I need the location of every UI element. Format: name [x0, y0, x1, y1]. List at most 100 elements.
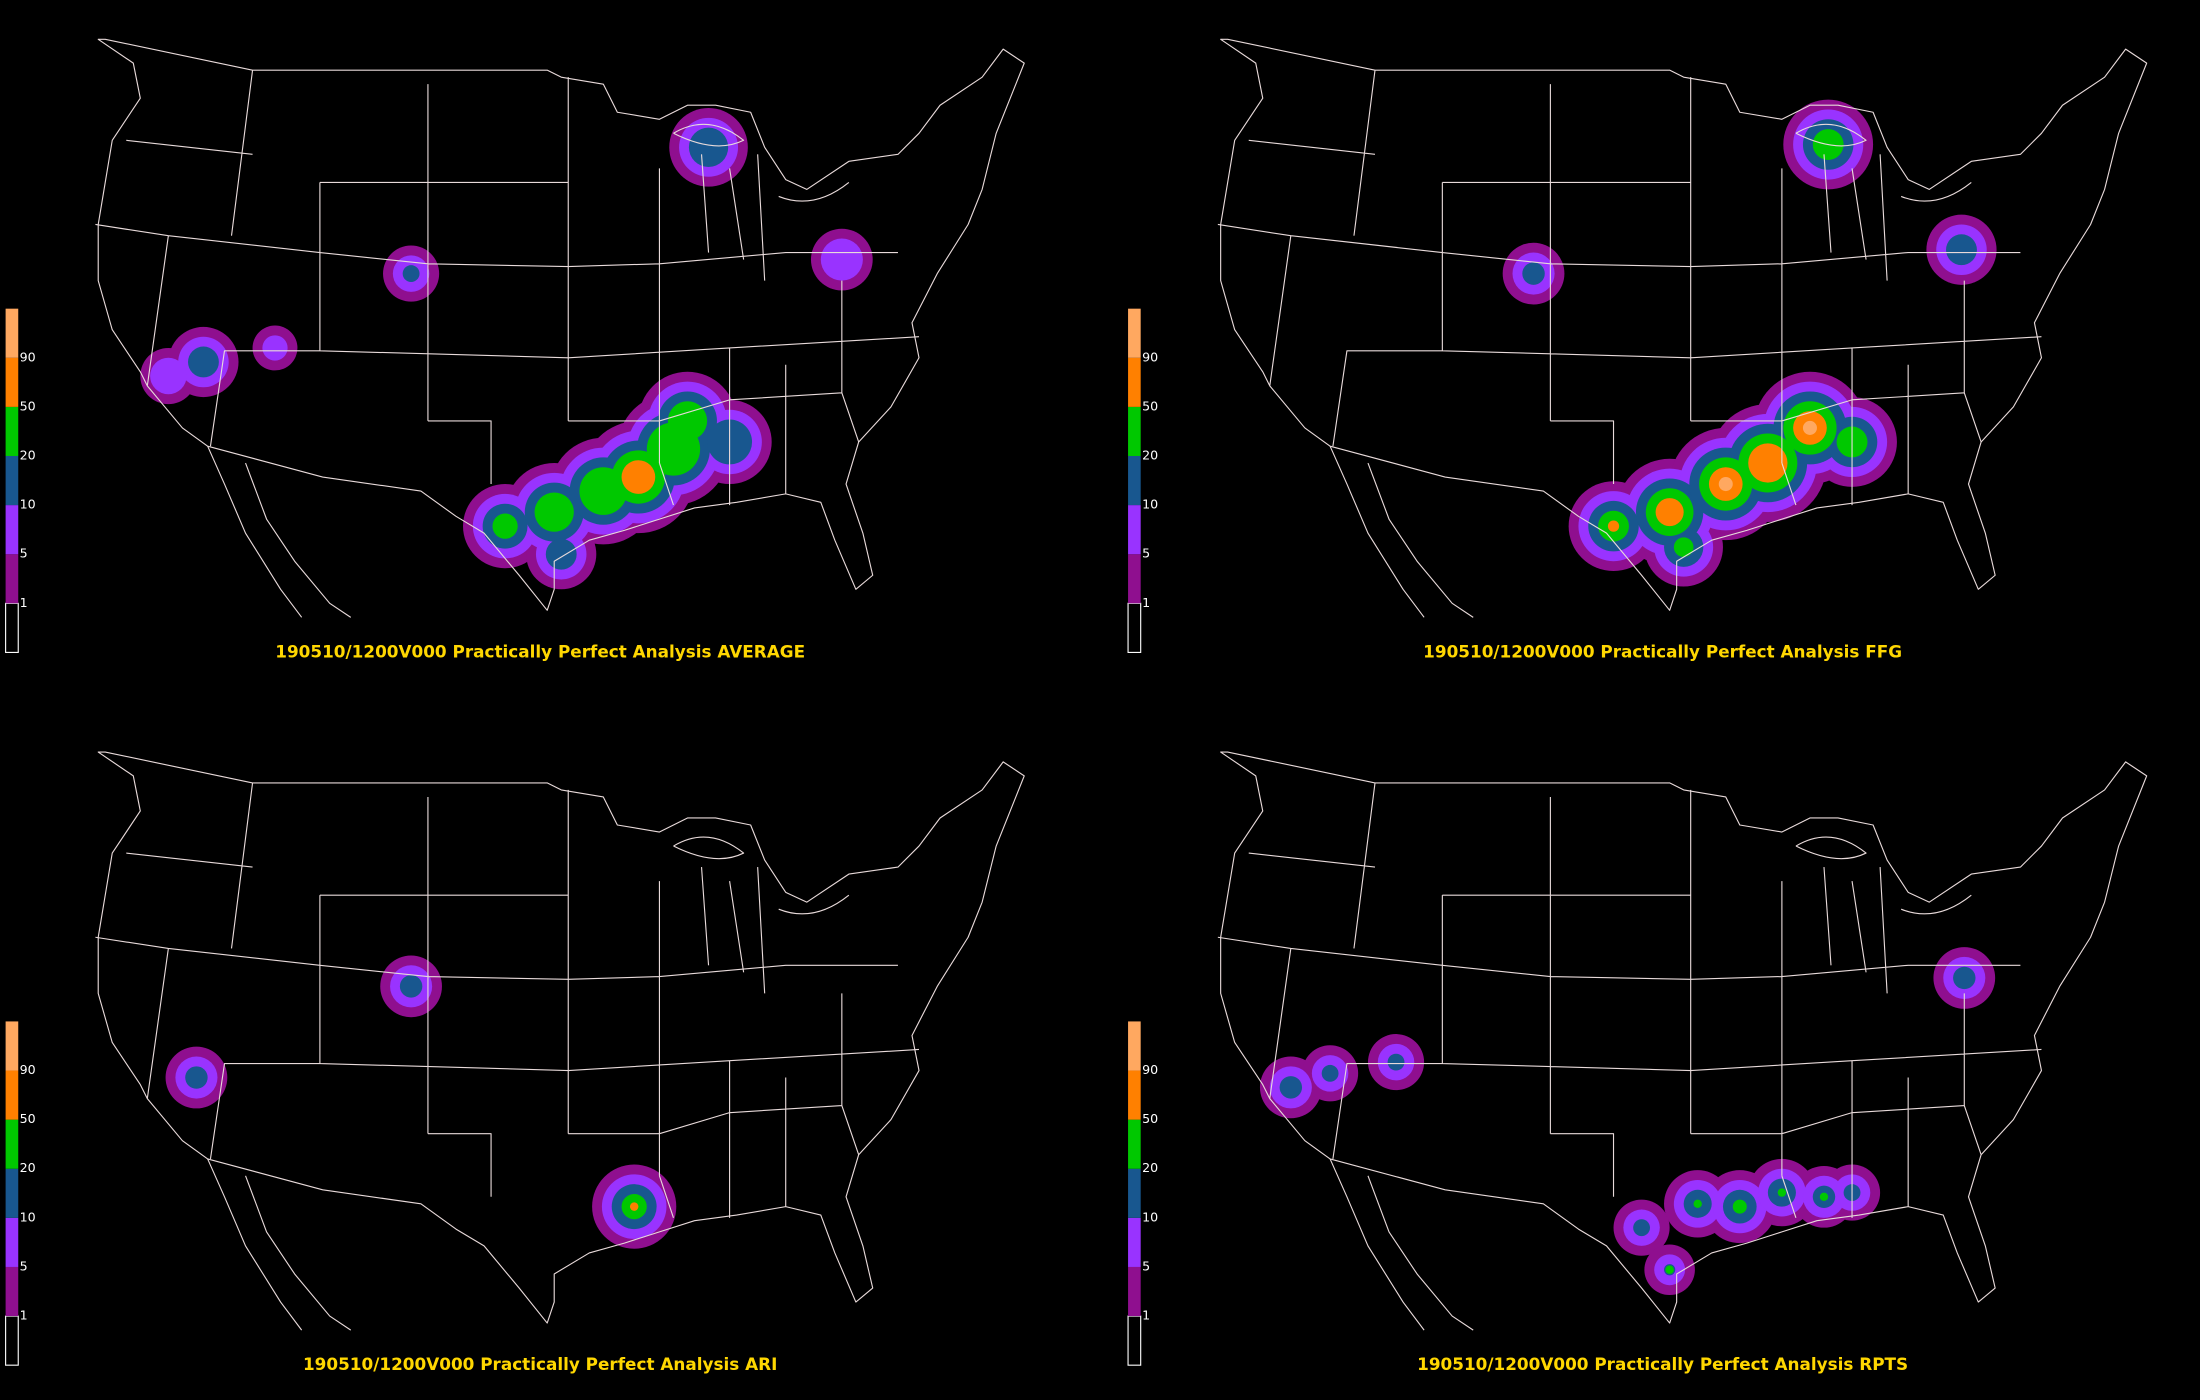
- map-panel: 190510/1200V000 Practically Perfect Anal…: [5, 38, 1025, 661]
- colorbar: 1 5 10 20 50 90: [5, 308, 36, 653]
- map-panel: 190510/1200V000 Practically Perfect Anal…: [1127, 38, 2148, 661]
- contour-area: [1732, 1199, 1747, 1214]
- contour-area: [1633, 1219, 1650, 1237]
- colorbar-label: 90: [1142, 1062, 1158, 1077]
- contour-area: [1321, 1064, 1339, 1082]
- contour-area: [1279, 1076, 1303, 1099]
- panels: 190510/1200V000 Practically Perfect Anal…: [5, 38, 2148, 1374]
- colorbar-segment: [1128, 406, 1141, 456]
- colorbar-segment: [5, 1021, 19, 1071]
- contour-area: [1522, 262, 1545, 285]
- colorbar-label: 50: [1142, 1111, 1158, 1126]
- contour-area: [1718, 477, 1733, 492]
- contour-area: [1946, 234, 1977, 266]
- contour-area: [1777, 1188, 1787, 1197]
- contour-area: [667, 401, 708, 441]
- probability-contours: [140, 108, 873, 590]
- colorbar-segment: [5, 1315, 19, 1366]
- contour-area: [262, 335, 288, 361]
- contour-area: [1665, 1265, 1674, 1274]
- probability-contours: [1502, 99, 1997, 587]
- contour-area: [545, 538, 577, 570]
- contour-area: [1819, 1192, 1829, 1202]
- colorbar-label: 20: [20, 447, 36, 462]
- colorbar-label: 1: [20, 1308, 28, 1323]
- contour-area: [402, 265, 420, 283]
- colorbar-segment: [1128, 1168, 1141, 1218]
- colorbar-segment: [1128, 1266, 1141, 1317]
- panel-title: 190510/1200V000 Practically Perfect Anal…: [275, 641, 805, 661]
- colorbar-segment: [5, 554, 19, 604]
- colorbar-label: 90: [20, 1062, 36, 1077]
- contour-area: [1607, 520, 1620, 532]
- colorbar-segment: [1127, 602, 1142, 653]
- colorbar-label: 5: [20, 546, 28, 561]
- probability-contours: [165, 955, 677, 1249]
- probability-contours: [1259, 947, 1996, 1296]
- contour-area: [534, 492, 574, 532]
- colorbar-segment: [1128, 1070, 1141, 1120]
- contour-area: [188, 346, 219, 378]
- colorbar-label: 90: [20, 349, 36, 364]
- contour-area: [1387, 1053, 1405, 1071]
- colorbar-segment: [5, 1119, 19, 1169]
- colorbar-segment: [1128, 505, 1141, 555]
- colorbar-segment: [5, 1070, 19, 1120]
- colorbar-segment: [1128, 1021, 1141, 1071]
- contour-area: [1693, 1199, 1702, 1209]
- contour-area: [1655, 498, 1684, 527]
- colorbar-label: 10: [1142, 497, 1158, 512]
- colorbar-label: 50: [20, 1111, 36, 1126]
- contour-area: [150, 357, 187, 395]
- contour-area: [1953, 966, 1976, 990]
- contour-area: [185, 1066, 208, 1089]
- colorbar-label: 20: [1142, 1160, 1158, 1175]
- colorbar-segment: [5, 308, 19, 358]
- colorbar-segment: [5, 602, 19, 653]
- contour-area: [1748, 443, 1788, 483]
- contour-area: [621, 460, 656, 494]
- colorbar-segment: [1128, 1119, 1141, 1169]
- basemap: [1217, 751, 2148, 1331]
- colorbar-segment: [1128, 455, 1141, 506]
- contour-area: [1673, 537, 1694, 558]
- colorbar: 1 5 10 20 50 90: [5, 1021, 36, 1366]
- contour-area: [492, 513, 518, 539]
- colorbar-label: 10: [1142, 1209, 1158, 1224]
- colorbar-label: 50: [1142, 398, 1158, 413]
- panel-title: 190510/1200V000 Practically Perfect Anal…: [303, 1354, 777, 1374]
- colorbar-segment: [1128, 1217, 1141, 1267]
- contour-area: [688, 127, 729, 167]
- colorbar-label: 1: [1142, 595, 1150, 610]
- colorbar-label: 10: [20, 1209, 36, 1224]
- colorbar-label: 10: [20, 497, 36, 512]
- colorbar-segment: [5, 1217, 19, 1267]
- contour-area: [820, 238, 863, 281]
- colorbar-segment: [5, 1266, 19, 1317]
- colorbar-segment: [5, 357, 19, 407]
- contour-area: [1802, 420, 1817, 435]
- colorbar-label: 5: [1142, 546, 1150, 561]
- colorbar-label: 1: [20, 595, 28, 610]
- map-panel: 190510/1200V000 Practically Perfect Anal…: [5, 751, 1025, 1374]
- colorbar-segment: [5, 505, 19, 555]
- colorbar-segment: [5, 455, 19, 506]
- panel-title: 190510/1200V000 Practically Perfect Anal…: [1423, 641, 1902, 661]
- contour-area: [399, 975, 423, 998]
- colorbar-segment: [1128, 554, 1141, 604]
- colorbar-segment: [1127, 1315, 1142, 1366]
- panel-title: 190510/1200V000 Practically Perfect Anal…: [1417, 1354, 1908, 1374]
- colorbar-segment: [1128, 308, 1141, 358]
- map-panel: 190510/1200V000 Practically Perfect Anal…: [1127, 751, 2148, 1374]
- colorbar-segment: [1128, 357, 1141, 407]
- colorbar-label: 50: [20, 398, 36, 413]
- colorbar-label: 20: [1142, 447, 1158, 462]
- colorbar-label: 20: [20, 1160, 36, 1175]
- basemap: [94, 751, 1025, 1331]
- colorbar-segment: [5, 1168, 19, 1218]
- colorbar-label: 5: [20, 1258, 28, 1273]
- colorbar-segment: [5, 406, 19, 456]
- colorbar-label: 5: [1142, 1258, 1150, 1273]
- contour-area: [629, 1202, 639, 1211]
